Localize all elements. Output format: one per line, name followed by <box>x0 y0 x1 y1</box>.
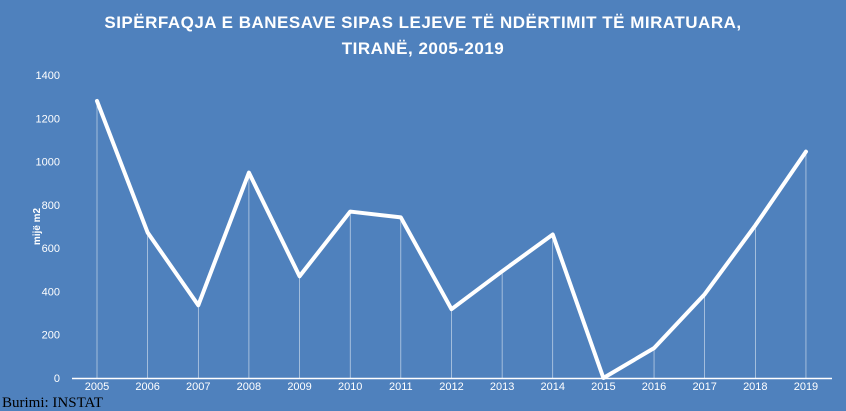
x-tick-label: 2006 <box>135 381 159 393</box>
x-tick-label: 2014 <box>541 381 565 393</box>
chart-title-line-1: SIPËRFAQJA E BANESAVE SIPAS LEJEVE TË ND… <box>104 13 742 32</box>
y-axis-label: mijë m2 <box>32 207 43 245</box>
x-tick-label: 2016 <box>642 381 666 393</box>
x-tick-label: 2019 <box>794 381 818 393</box>
x-tick-label: 2009 <box>287 381 311 393</box>
x-tick-label: 2005 <box>85 381 109 393</box>
x-tick-label: 2018 <box>743 381 767 393</box>
x-tick-label: 2010 <box>338 381 362 393</box>
chart-title-line-2: TIRANË, 2005-2019 <box>341 39 505 58</box>
x-tick-label: 2008 <box>237 381 261 393</box>
y-tick-label: 1200 <box>36 113 60 125</box>
x-tick-label: 2011 <box>389 381 413 393</box>
x-tick-label: 2013 <box>490 381 514 393</box>
x-tick-label: 2017 <box>692 381 716 393</box>
x-tick-label: 2007 <box>186 381 210 393</box>
y-tick-label: 200 <box>42 330 60 342</box>
y-tick-label: 400 <box>42 286 60 298</box>
x-tick-label: 2012 <box>439 381 463 393</box>
y-tick-label: 0 <box>54 373 60 385</box>
y-tick-label: 1400 <box>36 70 60 82</box>
source-note: Burimi: INSTAT <box>2 395 103 411</box>
y-tick-label: 1000 <box>36 157 60 169</box>
chart-title: SIPËRFAQJA E BANESAVE SIPAS LEJEVE TË ND… <box>0 10 846 62</box>
x-tick-label: 2015 <box>591 381 615 393</box>
y-tick-label: 600 <box>42 243 60 255</box>
y-tick-label: 800 <box>42 200 60 212</box>
